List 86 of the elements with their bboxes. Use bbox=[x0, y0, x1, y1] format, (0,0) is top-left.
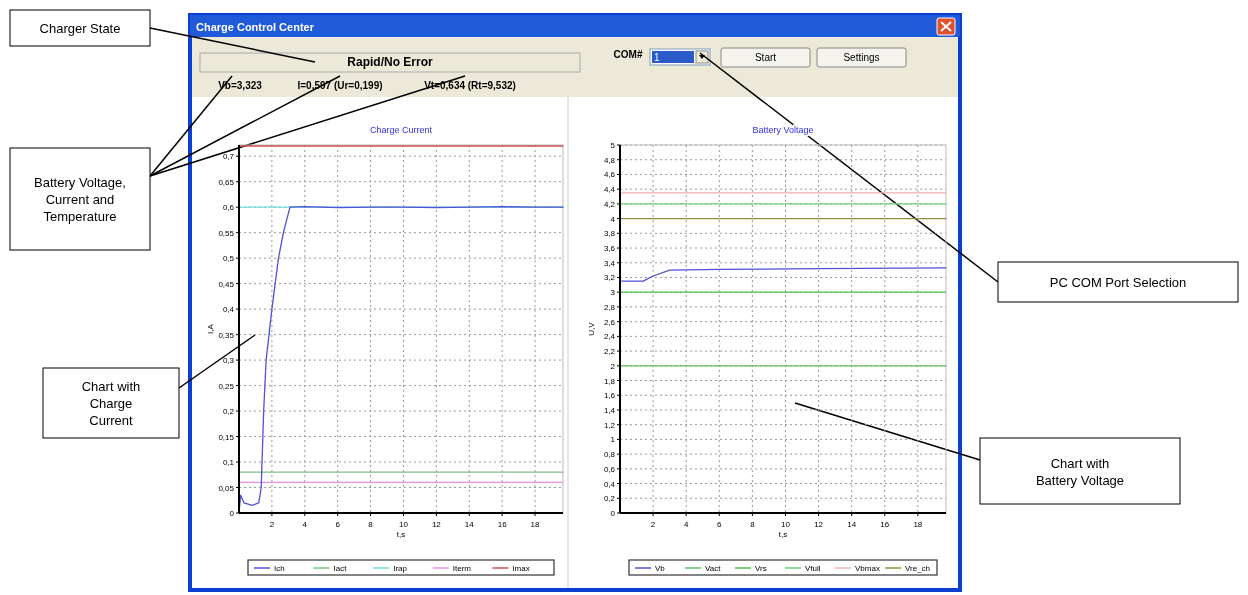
x-tick-label: 4 bbox=[302, 520, 308, 529]
y-tick-label: 4,2 bbox=[603, 199, 616, 209]
y-axis-title: U,V bbox=[587, 321, 596, 336]
x-tick-label: 10 bbox=[781, 520, 791, 529]
y-tick-label: 3,4 bbox=[603, 258, 616, 268]
text: Settings bbox=[843, 52, 880, 63]
y-tick-label: 1,6 bbox=[603, 391, 616, 401]
text: Start bbox=[754, 52, 777, 63]
y-tick-label: 3,2 bbox=[603, 273, 616, 283]
y-tick-label: 1 bbox=[610, 435, 616, 445]
legend-label: Ich bbox=[274, 564, 285, 573]
x-tick-label: 6 bbox=[717, 520, 723, 529]
text: Chart with Charge Current bbox=[81, 379, 141, 428]
y-tick-label: 2 bbox=[610, 361, 616, 371]
y-tick-label: 0,55 bbox=[218, 228, 235, 238]
y-tick-label: 0,4 bbox=[222, 305, 235, 315]
legend-label: Iterm bbox=[452, 564, 472, 573]
y-tick-label: 5 bbox=[610, 141, 616, 150]
y-axis-title: I,A bbox=[206, 323, 215, 334]
legend-label: Vrs bbox=[755, 564, 767, 573]
text: COM# bbox=[613, 49, 643, 60]
y-tick-label: 0,45 bbox=[218, 279, 235, 289]
y-tick-label: 0,05 bbox=[218, 483, 235, 493]
y-tick-label: 0,65 bbox=[218, 177, 235, 187]
x-tick-label: 2 bbox=[650, 520, 656, 529]
x-tick-label: 10 bbox=[399, 520, 409, 529]
y-tick-label: 4,6 bbox=[603, 170, 616, 180]
y-tick-label: 0,25 bbox=[218, 381, 235, 391]
legend-label: Iact bbox=[333, 564, 348, 573]
legend-label: Vfull bbox=[805, 564, 821, 573]
x-tick-label: 8 bbox=[750, 520, 756, 529]
x-tick-label: 14 bbox=[847, 520, 857, 529]
y-tick-label: 1,2 bbox=[603, 420, 616, 430]
y-tick-label: 0,4 bbox=[603, 479, 616, 489]
y-tick-label: 0 bbox=[229, 509, 235, 518]
x-tick-label: 18 bbox=[530, 520, 541, 529]
text: Battery Voltage, Current and Temperature bbox=[34, 175, 126, 224]
legend-label: Imax bbox=[512, 564, 530, 573]
y-tick-label: 4,8 bbox=[603, 155, 616, 165]
legend-label: Vre_ch bbox=[905, 564, 931, 573]
x-tick-label: 12 bbox=[814, 520, 824, 529]
y-tick-label: 3,6 bbox=[603, 244, 616, 254]
text: Charge Control Center bbox=[196, 21, 315, 33]
y-tick-label: 3 bbox=[610, 288, 616, 298]
y-tick-label: 0,7 bbox=[222, 152, 235, 162]
y-tick-label: 3,8 bbox=[603, 229, 616, 239]
y-tick-label: 0,6 bbox=[222, 203, 235, 213]
x-axis-title: t,s bbox=[396, 530, 406, 539]
y-tick-label: 2,2 bbox=[603, 347, 616, 357]
legend-label: Vbmax bbox=[855, 564, 880, 573]
y-tick-label: 0,6 bbox=[603, 464, 616, 474]
legend-label: Vact bbox=[705, 564, 722, 573]
x-tick-label: 12 bbox=[431, 520, 442, 529]
y-tick-label: 2,4 bbox=[603, 332, 616, 342]
y-tick-label: 0,15 bbox=[218, 432, 235, 442]
y-tick-label: 1,8 bbox=[603, 376, 616, 386]
y-tick-label: 0,35 bbox=[218, 330, 235, 340]
text: 1 bbox=[654, 52, 660, 63]
y-tick-label: 0,2 bbox=[222, 407, 235, 417]
text: Chart with Battery Voltage bbox=[1035, 455, 1125, 488]
legend-label: Irap bbox=[393, 564, 408, 573]
y-tick-label: 0,5 bbox=[222, 254, 235, 264]
text: Rapid/No Error bbox=[347, 55, 433, 69]
y-tick-label: 0,8 bbox=[603, 450, 616, 460]
legend-label: Vb bbox=[655, 564, 666, 573]
y-tick-label: 2,8 bbox=[603, 302, 616, 312]
y-tick-label: 0,3 bbox=[222, 356, 235, 366]
x-axis-title: t,s bbox=[778, 530, 788, 539]
x-tick-label: 18 bbox=[913, 520, 923, 529]
x-tick-label: 16 bbox=[497, 520, 508, 529]
text: PC COM Port Selection bbox=[1049, 275, 1187, 290]
x-tick-label: 2 bbox=[269, 520, 275, 529]
y-tick-label: 4,4 bbox=[603, 185, 616, 195]
y-tick-label: 0 bbox=[610, 509, 616, 518]
y-tick-label: 4 bbox=[610, 214, 616, 224]
y-tick-label: 1,4 bbox=[603, 405, 616, 415]
x-tick-label: 16 bbox=[880, 520, 890, 529]
x-tick-label: 14 bbox=[464, 520, 475, 529]
y-tick-label: 2,6 bbox=[603, 317, 616, 327]
x-tick-label: 6 bbox=[335, 520, 341, 529]
x-tick-label: 4 bbox=[683, 520, 689, 529]
y-tick-label: 0,2 bbox=[603, 494, 616, 504]
y-tick-label: 0,1 bbox=[222, 458, 235, 468]
chart-title: Charge Current bbox=[369, 125, 433, 135]
x-tick-label: 8 bbox=[368, 520, 374, 529]
text: Charger State bbox=[39, 21, 121, 36]
